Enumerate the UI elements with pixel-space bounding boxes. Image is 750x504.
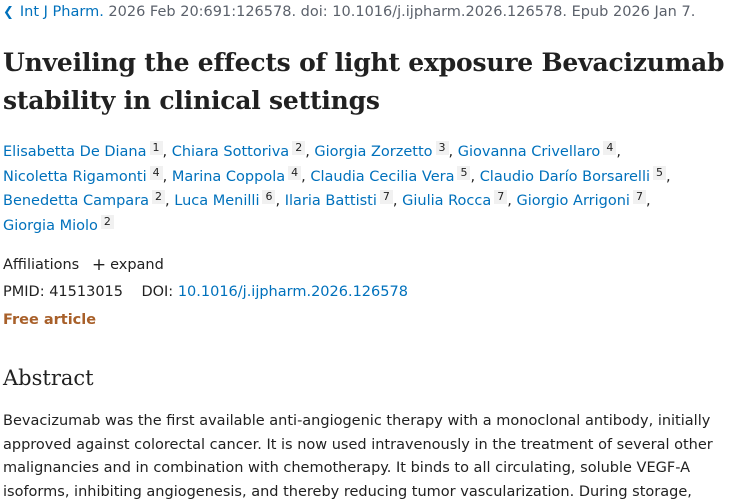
title-line: stability in clinical settings [3, 86, 380, 115]
affiliation-ref[interactable]: 4 [288, 166, 301, 180]
affiliations-toggle: Affiliations +expand [3, 255, 164, 275]
abstract-line: malignancies and in combination with che… [3, 457, 741, 481]
pmid-value: 41513015 [49, 284, 123, 300]
expand-button[interactable]: +expand [92, 257, 164, 273]
affiliation-ref[interactable]: 5 [457, 166, 470, 180]
expand-label: expand [110, 257, 164, 273]
author-link[interactable]: Luca Menilli [174, 193, 259, 209]
affiliation-ref[interactable]: 1 [150, 141, 163, 155]
affiliation-ref[interactable]: 7 [380, 190, 393, 204]
doi-link[interactable]: 10.1016/j.ijpharm.2026.126578 [178, 284, 408, 300]
affiliation-ref[interactable]: 2 [292, 141, 305, 155]
pmid-label: PMID: [3, 284, 45, 300]
affiliations-label: Affiliations [3, 257, 79, 273]
plus-icon: + [92, 255, 106, 275]
author-link[interactable]: Giulia Rocca [402, 193, 491, 209]
affiliation-ref[interactable]: 4 [150, 166, 163, 180]
affiliation-ref[interactable]: 2 [101, 215, 114, 229]
affiliation-ref[interactable]: 4 [603, 141, 616, 155]
affiliation-ref[interactable]: 7 [494, 190, 507, 204]
abstract-line: approved against colorectal cancer. It i… [3, 434, 741, 458]
affiliation-ref[interactable]: 6 [262, 190, 275, 204]
author-link[interactable]: Benedetta Campara [3, 193, 149, 209]
author-link[interactable]: Giorgio Arrigoni [516, 193, 629, 209]
citation-line: ❮ Int J Pharm. 2026 Feb 20:691:126578. do… [3, 4, 695, 20]
author-link[interactable]: Chiara Sottoriva [172, 144, 289, 160]
author-link[interactable]: Ilaria Battisti [285, 193, 377, 209]
abstract-line: Bevacizumab was the first available anti… [3, 410, 741, 434]
affiliation-ref[interactable]: 3 [436, 141, 449, 155]
abstract-line: isoforms, inhibiting angiogenesis, and t… [3, 481, 741, 504]
affiliation-ref[interactable]: 2 [152, 190, 165, 204]
author-link[interactable]: Claudio Darío Borsarelli [480, 169, 650, 185]
citation-details: 2026 Feb 20:691:126578. doi: 10.1016/j.i… [108, 4, 695, 20]
author-link[interactable]: Claudia Cecilia Vera [310, 169, 454, 185]
title-line: Unveiling the effects of light exposure … [3, 48, 724, 77]
abstract-heading: Abstract [3, 366, 94, 390]
affiliation-ref[interactable]: 5 [653, 166, 666, 180]
free-article-badge: Free article [3, 312, 96, 328]
journal-link[interactable]: Int J Pharm. [20, 4, 104, 20]
chevron-left-icon[interactable]: ❮ [3, 5, 14, 20]
author-link[interactable]: Giorgia Zorzetto [314, 144, 432, 160]
article-title: Unveiling the effects of light exposure … [3, 44, 743, 120]
doi-label: DOI: [141, 284, 173, 300]
author-link[interactable]: Nicoletta Rigamonti [3, 169, 147, 185]
author-link[interactable]: Giovanna Crivellaro [458, 144, 601, 160]
author-link[interactable]: Elisabetta De Diana [3, 144, 147, 160]
author-link[interactable]: Marina Coppola [172, 169, 285, 185]
abstract-text: Bevacizumab was the first available anti… [3, 410, 741, 504]
identifiers: PMID: 41513015 DOI: 10.1016/j.ijpharm.20… [3, 284, 408, 300]
author-link[interactable]: Giorgia Miolo [3, 218, 98, 234]
affiliation-ref[interactable]: 7 [633, 190, 646, 204]
